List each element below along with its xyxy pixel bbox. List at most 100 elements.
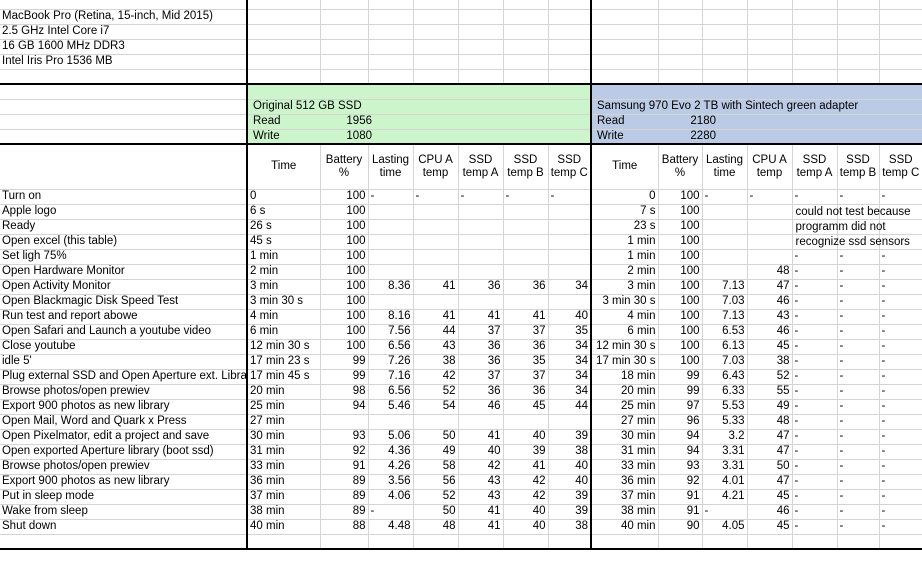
header-label-line1: Lasting [705,153,744,166]
cell-left-ssdb [502,263,549,280]
cell-left-cpu: 49 [412,443,459,460]
cell-left-cpu [412,203,459,220]
cell-left-ssda [457,293,504,310]
cell-right-lasting: 6.13 [701,338,748,355]
table-row: Export 900 photos as new library 25 min 94… [0,398,922,415]
empty-cell [457,8,504,25]
row-step-label: Browse photos/open prewiev [0,383,248,400]
cell-right-ssdc: - [878,308,922,325]
banner-row: Write 1080 Write 2280 [0,128,922,145]
cell-right-ssda: - [791,383,838,400]
cell-right-lasting: 5.33 [701,413,748,430]
empty-cell [791,8,838,25]
cell-right-cpu [746,218,793,235]
cell-right-ssdb: - [836,308,880,325]
row-step-label: Open Pixelmator, edit a project and save [0,428,248,445]
header-label-line1: CPU A [418,153,453,166]
cell-right-ssda: - [791,323,838,340]
machine-spec-row: 16 GB 1600 MHz DDR3 [0,38,922,55]
cell-left-ssda [457,203,504,220]
cell-right-ssdb: - [836,398,880,415]
cell-right-time: 31 min [590,443,659,460]
empty-cell [701,53,748,70]
cell-left-lasting: 5.06 [367,428,414,445]
cell-right-ssdb: - [836,188,880,205]
cell-right-ssdc: - [878,293,922,310]
header-label-line2: % [674,166,686,179]
cell-left-ssdc [547,203,592,220]
cell-right-ssdc: - [878,323,922,340]
cell-left-battery: 100 [319,233,369,250]
empty-cell [878,38,922,55]
empty-cell [701,0,748,10]
cell-right-ssda: programm did not [791,218,886,235]
empty-cell [836,68,880,85]
empty-cell [502,23,549,40]
table-row: Open Mail, Word and Quark x Press 27 min 2… [0,413,922,430]
row-step-label: Apple logo [0,203,248,220]
empty-cell [791,0,838,10]
cell-right-battery: 100 [657,233,703,250]
header-ssd-temp-a-left: SSD temp A [457,143,504,190]
cell-right-ssda: - [791,518,838,535]
cell-left-cpu: - [412,188,459,205]
empty-cell [319,53,369,70]
empty-cell [502,53,549,70]
empty-cell [319,23,369,40]
cell-left-cpu: 58 [412,458,459,475]
empty-cell [0,98,248,115]
row-step-label: Open Activity Monitor [0,278,248,295]
header-label-line1: SSD [802,153,827,166]
empty-cell [878,8,922,25]
cell-left-cpu: 50 [412,428,459,445]
banner-right-write-label: Write [597,129,624,142]
empty-cell [657,68,703,85]
header-label-line2: temp B [839,166,877,179]
empty-cell [836,533,880,550]
empty-cell [590,0,659,10]
cell-right-ssdc: - [878,263,922,280]
banner-right-write-value: 2280 [690,129,716,142]
header-label-line1: SSD [557,153,582,166]
cell-right-ssdb: - [836,248,880,265]
cell-left-ssdb: 37 [502,368,549,385]
cell-left-time: 40 min [246,518,321,535]
cell-left-cpu: 52 [412,383,459,400]
cell-left-ssdc: 39 [547,428,592,445]
empty-cell [590,8,659,25]
cell-left-lasting: 4.06 [367,488,414,505]
header-label-line2: temp A [796,166,833,179]
cell-left-ssda: 36 [457,338,504,355]
cell-right-time: 25 min [590,398,659,415]
empty-cell [367,68,414,85]
cell-right-lasting: 5.53 [701,398,748,415]
cell-right-cpu: 50 [746,458,793,475]
cell-left-ssdb: 42 [502,473,549,490]
cell-right-time: 2 min [590,263,659,280]
cell-left-ssdc: 38 [547,443,592,460]
cell-left-ssda [457,218,504,235]
cell-left-ssdc: 40 [547,308,592,325]
cell-left-ssdb [502,413,549,430]
cell-left-ssda: 36 [457,353,504,370]
empty-cell [657,8,703,25]
header-lasting-time-left: Lasting time [367,143,414,190]
cell-right-ssdb: - [836,278,880,295]
cell-right-time: 6 min [590,323,659,340]
cell-left-ssda: 36 [457,278,504,295]
cell-left-time: 45 s [246,233,321,250]
cell-right-battery: 91 [657,503,703,520]
cell-right-ssdc: - [878,338,922,355]
cell-right-cpu: 48 [746,413,793,430]
cell-left-lasting: - [367,503,414,520]
empty-cell [0,83,248,100]
header-ssd-temp-b-right: SSD temp B [836,143,880,190]
empty-cell [457,0,504,10]
cell-left-ssdb: - [502,188,549,205]
cell-right-time: 3 min [590,278,659,295]
cell-left-ssdc: 44 [547,398,592,415]
table-row: Close youtube 12 min 30 s 100 6.56 43 36 36 34 1… [0,338,922,355]
empty-cell [590,38,659,55]
cell-right-ssdb: - [836,503,880,520]
cell-right-cpu [746,248,793,265]
